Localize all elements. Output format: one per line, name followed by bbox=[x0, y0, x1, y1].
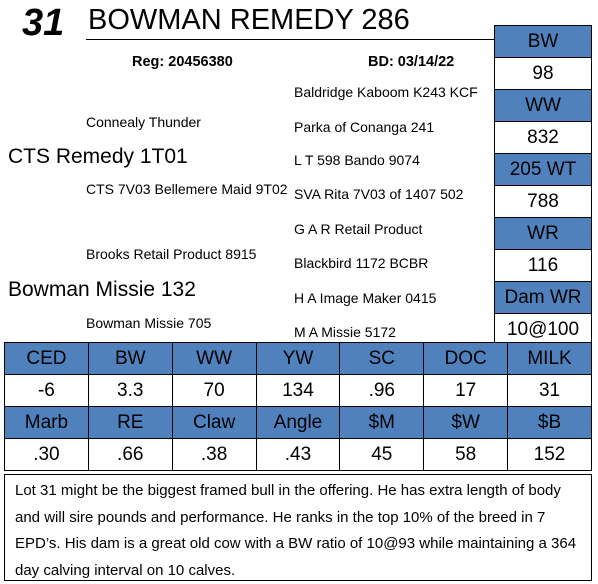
epd-header: RE bbox=[87, 406, 173, 439]
lot-number: 31 bbox=[22, 2, 65, 44]
registration-number: Reg: 20456380 bbox=[132, 54, 233, 70]
lot-description: Lot 31 might be the biggest framed bull … bbox=[4, 474, 592, 581]
pedigree-dam-dam-sire: H A Image Maker 0415 bbox=[294, 290, 437, 306]
pedigree-sire-dam-sire: L T 598 Bando 9074 bbox=[294, 152, 420, 168]
pedigree-sire-sire-dam: Parka of Conanga 241 bbox=[294, 119, 435, 135]
pedigree-sire-sire-sire: Baldridge Kaboom K243 KCF bbox=[294, 84, 478, 100]
epd-header: Marb bbox=[4, 406, 89, 439]
epd-value: .38 bbox=[171, 438, 257, 471]
animal-name: BOWMAN REMEDY 286 bbox=[88, 4, 410, 36]
epd-header-row: Marb RE Claw Angle $M $W $B bbox=[4, 406, 592, 439]
epd-value-row: .30 .66 .38 .43 45 58 152 bbox=[4, 438, 592, 471]
pedigree-dam: Bowman Missie 132 bbox=[8, 278, 196, 301]
epd-value: 70 bbox=[171, 374, 257, 407]
performance-table: BW 98 WW 832 205 WT 788 WR 116 Dam WR 10… bbox=[494, 25, 592, 346]
pedigree-dam-sire-dam: Blackbird 1172 BCBR bbox=[294, 255, 429, 271]
epd-value: 152 bbox=[507, 438, 592, 471]
performance-value: 98 bbox=[494, 57, 592, 90]
pedigree-sire-dam-dam: SVA Rita 7V03 of 1407 502 bbox=[294, 186, 464, 202]
title-underline bbox=[86, 39, 494, 40]
epd-value: .66 bbox=[87, 438, 173, 471]
performance-label: WW bbox=[494, 89, 592, 122]
performance-value: 788 bbox=[494, 185, 592, 218]
epd-header: SC bbox=[339, 342, 425, 375]
pedigree-dam-sire: Brooks Retail Product 8915 bbox=[86, 246, 257, 262]
epd-header: $W bbox=[423, 406, 509, 439]
performance-label: WR bbox=[494, 217, 592, 250]
pedigree-sire: CTS Remedy 1T01 bbox=[8, 145, 188, 168]
performance-value: 116 bbox=[494, 249, 592, 282]
epd-value: 45 bbox=[339, 438, 425, 471]
epd-value: .43 bbox=[255, 438, 341, 471]
pedigree-sire-sire: Connealy Thunder bbox=[86, 114, 201, 130]
performance-value: 832 bbox=[494, 121, 592, 154]
epd-header: Angle bbox=[255, 406, 341, 439]
epd-value: -6 bbox=[4, 374, 89, 407]
epd-value: .30 bbox=[4, 438, 89, 471]
epd-value: 134 bbox=[255, 374, 341, 407]
epd-header: $M bbox=[339, 406, 425, 439]
epd-value: 31 bbox=[507, 374, 592, 407]
pedigree-dam-sire-sire: G A R Retail Product bbox=[294, 221, 423, 237]
epd-header: CED bbox=[4, 342, 89, 375]
pedigree-dam-dam: Bowman Missie 705 bbox=[86, 315, 212, 331]
epd-header: YW bbox=[255, 342, 341, 375]
epd-header: MILK bbox=[507, 342, 592, 375]
performance-value: 10@100 bbox=[494, 313, 592, 346]
epd-value: 58 bbox=[423, 438, 509, 471]
epd-header: $B bbox=[507, 406, 592, 439]
epd-table: CED BW WW YW SC DOC MILK -6 3.3 70 134 .… bbox=[4, 342, 592, 471]
epd-header: WW bbox=[171, 342, 257, 375]
epd-header: BW bbox=[87, 342, 173, 375]
epd-header: DOC bbox=[423, 342, 509, 375]
epd-value: 17 bbox=[423, 374, 509, 407]
epd-value-row: -6 3.3 70 134 .96 17 31 bbox=[4, 374, 592, 407]
performance-label: BW bbox=[494, 25, 592, 58]
epd-header: Claw bbox=[171, 406, 257, 439]
epd-value: 3.3 bbox=[87, 374, 173, 407]
performance-label: Dam WR bbox=[494, 281, 592, 314]
birth-date: BD: 03/14/22 bbox=[368, 54, 455, 70]
pedigree-sire-dam: CTS 7V03 Bellemere Maid 9T02 bbox=[86, 181, 288, 197]
epd-value: .96 bbox=[339, 374, 425, 407]
pedigree-dam-dam-dam: M A Missie 5172 bbox=[294, 324, 396, 340]
epd-header-row: CED BW WW YW SC DOC MILK bbox=[4, 342, 592, 375]
performance-label: 205 WT bbox=[494, 153, 592, 186]
